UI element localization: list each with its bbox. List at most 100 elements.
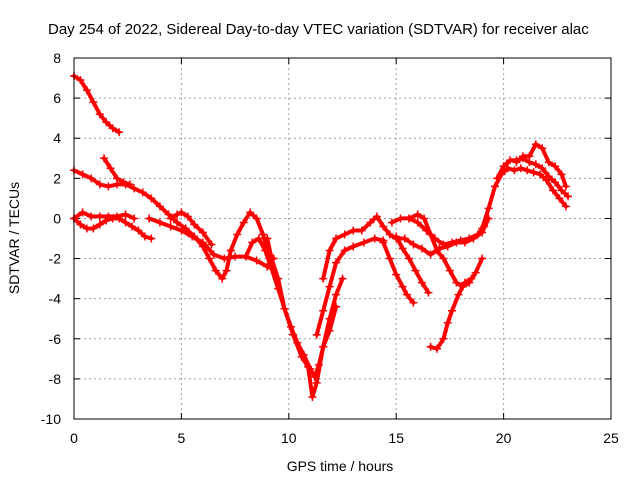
data-point-marker bbox=[190, 220, 199, 229]
data-point-marker bbox=[325, 246, 334, 255]
data-point-marker bbox=[325, 314, 334, 323]
data-point-marker bbox=[155, 218, 164, 227]
series-arc-4 bbox=[70, 208, 139, 223]
data-point-marker bbox=[420, 214, 429, 223]
data-point-marker bbox=[89, 98, 98, 107]
data-point-marker bbox=[503, 164, 512, 173]
data-point-marker bbox=[134, 226, 143, 235]
data-point-marker bbox=[426, 230, 435, 239]
x-tick-label: 5 bbox=[178, 430, 186, 446]
data-point-marker bbox=[289, 330, 298, 339]
data-point-marker bbox=[308, 392, 317, 401]
data-point-marker bbox=[274, 274, 283, 283]
data-point-marker bbox=[349, 242, 358, 251]
data-point-marker bbox=[177, 226, 186, 235]
data-point-marker bbox=[89, 224, 98, 233]
data-point-marker bbox=[385, 254, 394, 263]
data-point-marker bbox=[127, 222, 136, 231]
data-point-marker bbox=[417, 278, 426, 287]
data-point-marker bbox=[130, 184, 139, 193]
data-point-marker bbox=[112, 174, 121, 183]
data-point-marker bbox=[211, 266, 220, 275]
data-layer bbox=[70, 72, 573, 401]
y-tick-label: -4 bbox=[49, 291, 62, 307]
data-point-marker bbox=[370, 234, 379, 243]
data-point-marker bbox=[538, 144, 547, 153]
data-point-marker bbox=[433, 246, 442, 255]
data-point-marker bbox=[112, 212, 121, 221]
data-point-marker bbox=[76, 220, 85, 229]
data-point-marker bbox=[340, 246, 349, 255]
series-arc-18 bbox=[478, 164, 570, 233]
data-point-marker bbox=[551, 178, 560, 187]
data-point-marker bbox=[78, 208, 87, 217]
data-point-marker bbox=[145, 214, 154, 223]
data-point-marker bbox=[549, 186, 558, 195]
series-arc-1 bbox=[70, 72, 124, 137]
data-point-marker bbox=[125, 180, 134, 189]
data-point-marker bbox=[379, 222, 388, 231]
data-point-marker bbox=[207, 240, 216, 249]
data-point-marker bbox=[239, 218, 248, 227]
x-tick-label: 20 bbox=[496, 430, 512, 446]
data-point-marker bbox=[398, 244, 407, 253]
data-point-marker bbox=[297, 352, 306, 361]
data-point-marker bbox=[551, 162, 560, 171]
y-tick-label: 8 bbox=[53, 50, 61, 66]
data-point-marker bbox=[102, 118, 111, 127]
data-point-marker bbox=[147, 234, 156, 243]
data-point-marker bbox=[516, 164, 525, 173]
data-point-marker bbox=[523, 166, 532, 175]
data-point-marker bbox=[338, 274, 347, 283]
data-point-marker bbox=[387, 218, 396, 227]
data-point-marker bbox=[173, 218, 182, 227]
data-point-marker bbox=[252, 256, 261, 265]
data-point-marker bbox=[222, 266, 231, 275]
data-point-marker bbox=[467, 274, 476, 283]
series-line bbox=[480, 166, 568, 231]
data-point-marker bbox=[82, 86, 91, 95]
data-point-marker bbox=[359, 238, 368, 247]
data-point-marker bbox=[115, 128, 124, 137]
data-point-marker bbox=[424, 288, 433, 297]
data-point-marker bbox=[121, 218, 130, 227]
y-tick-label: -8 bbox=[49, 371, 62, 387]
data-point-marker bbox=[349, 226, 358, 235]
data-point-marker bbox=[491, 182, 500, 191]
data-point-marker bbox=[319, 342, 328, 351]
data-point-marker bbox=[87, 212, 96, 221]
data-point-marker bbox=[529, 168, 538, 177]
data-point-marker bbox=[402, 290, 411, 299]
data-point-marker bbox=[119, 178, 128, 187]
data-point-marker bbox=[460, 278, 469, 287]
data-point-marker bbox=[121, 210, 130, 219]
data-point-marker bbox=[252, 214, 261, 223]
data-point-marker bbox=[392, 232, 401, 241]
data-point-marker bbox=[525, 152, 534, 161]
data-point-marker bbox=[564, 192, 573, 201]
data-point-marker bbox=[544, 158, 553, 167]
data-point-marker bbox=[173, 210, 182, 219]
data-point-marker bbox=[454, 290, 463, 299]
data-point-marker bbox=[439, 334, 448, 343]
data-point-marker bbox=[473, 230, 482, 239]
y-tick-label: 0 bbox=[53, 210, 61, 226]
data-point-marker bbox=[332, 290, 341, 299]
series-arc-19 bbox=[493, 154, 573, 201]
data-point-marker bbox=[78, 170, 87, 179]
y-tick-label: 2 bbox=[53, 170, 61, 186]
plot-frame bbox=[73, 57, 612, 420]
data-point-marker bbox=[76, 76, 85, 85]
data-point-marker bbox=[138, 188, 147, 197]
series-line bbox=[381, 240, 416, 305]
series-arc-10 bbox=[263, 234, 347, 401]
data-point-marker bbox=[280, 304, 289, 313]
data-point-marker bbox=[561, 202, 570, 211]
data-point-marker bbox=[448, 306, 457, 315]
data-point-marker bbox=[409, 298, 418, 307]
data-point-marker bbox=[409, 240, 418, 249]
data-point-marker bbox=[198, 228, 207, 237]
data-point-marker bbox=[340, 230, 349, 239]
data-point-marker bbox=[147, 194, 156, 203]
